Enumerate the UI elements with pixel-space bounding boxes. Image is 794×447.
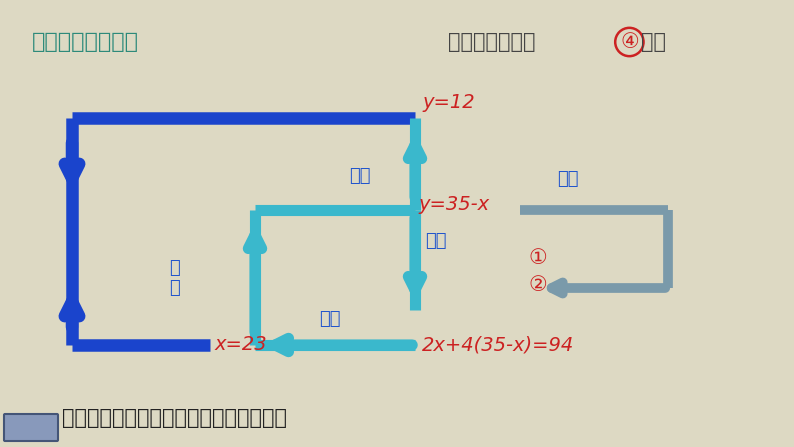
Text: 想一想：由方程组: 想一想：由方程组 <box>32 32 139 52</box>
Text: 求解: 求解 <box>349 167 371 185</box>
FancyBboxPatch shape <box>4 414 58 441</box>
Text: ④: ④ <box>620 32 638 52</box>
Text: 的？: 的？ <box>641 32 666 52</box>
Text: 2x+4(35-x)=94: 2x+4(35-x)=94 <box>422 336 574 354</box>
Text: 是怎样得出方程: 是怎样得出方程 <box>448 32 542 52</box>
Text: 变形: 变形 <box>425 232 446 250</box>
Text: ①: ① <box>528 248 547 268</box>
Text: 代入: 代入 <box>557 170 579 188</box>
Text: y=12: y=12 <box>422 93 475 112</box>
Text: ②: ② <box>528 275 547 295</box>
Text: 代: 代 <box>170 259 180 277</box>
Text: y=35-x: y=35-x <box>418 195 489 215</box>
Text: 入: 入 <box>170 279 180 297</box>
Text: 求解: 求解 <box>319 310 341 328</box>
Text: 从中你体会到怎样解二元一次方程组吗？: 从中你体会到怎样解二元一次方程组吗？ <box>62 408 287 428</box>
Text: x=23: x=23 <box>215 336 268 354</box>
